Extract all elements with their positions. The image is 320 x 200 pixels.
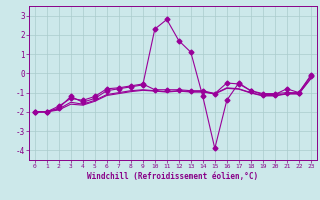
- X-axis label: Windchill (Refroidissement éolien,°C): Windchill (Refroidissement éolien,°C): [87, 172, 258, 181]
